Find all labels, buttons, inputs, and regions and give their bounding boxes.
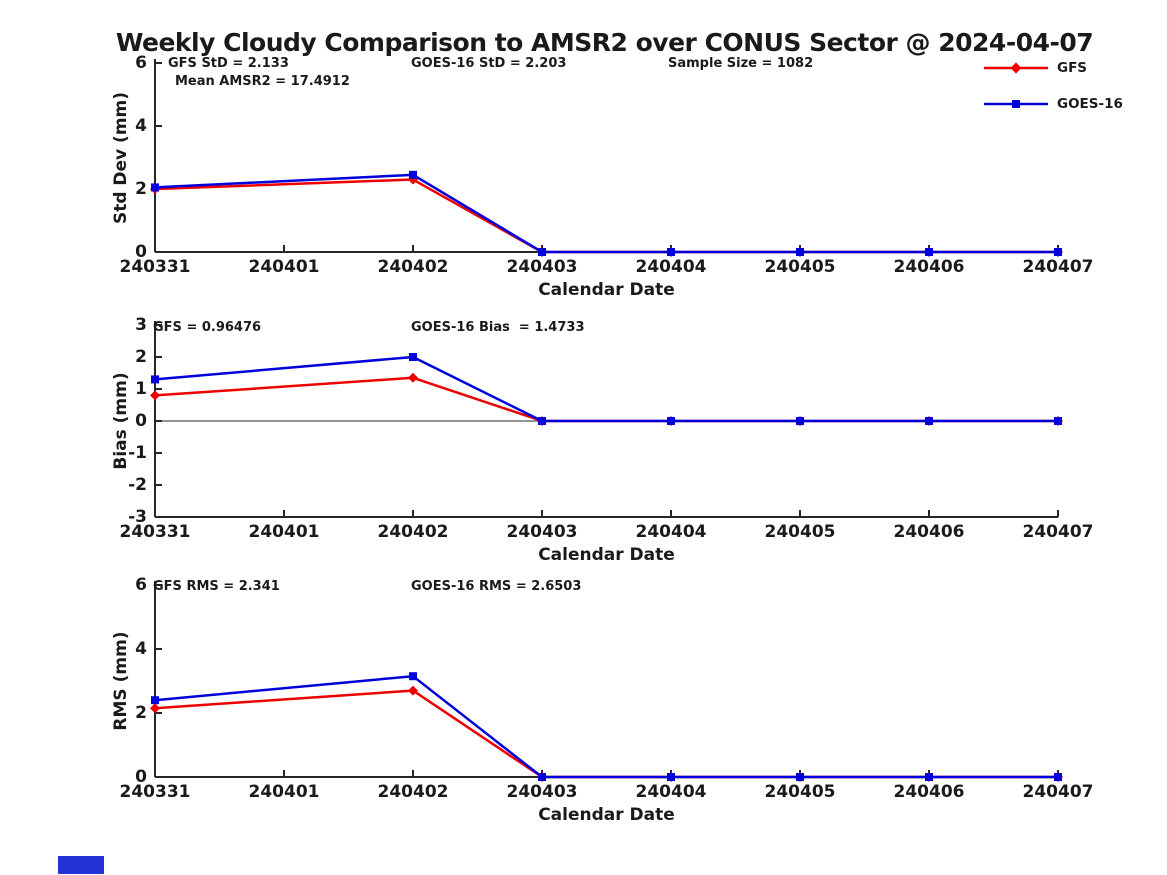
rms-x-tick-label: 240405 [764,782,836,802]
bias-goes-16-marker [151,375,159,384]
bias-y-tick-label: -1 [128,443,147,463]
rms-gfs-marker [150,703,160,714]
std-dev-annotation: Mean AMSR2 = 17.4912 [175,74,350,89]
rms-annotation: GOES-16 RMS = 2.6503 [411,579,582,594]
std-dev-y-tick-label: 0 [135,242,147,262]
std-dev-goes-16-line [154,173,1058,254]
bias-goes-16-marker [667,417,675,425]
legend-item-gfs: GFS [983,60,1087,76]
std-dev-chart [150,59,1063,257]
rms-goes-16-marker [925,773,933,781]
bias-y-tick-label: 2 [135,347,147,367]
std-dev-x-tick-label: 240401 [248,257,320,277]
std-dev-x-tick-label: 240404 [635,257,707,277]
std-dev-goes-16-marker [925,248,933,256]
rms-x-tick-label: 240331 [119,782,191,802]
std-dev-annotation: GOES-16 StD = 2.203 [411,56,567,71]
bias-y-tick-label: 3 [135,315,147,335]
bias-y-axis-title: Bias (mm) [111,372,131,470]
bias-chart [150,321,1063,518]
rms-y-tick-label: 2 [135,703,147,723]
legend-label-goes16: GOES-16 [1057,96,1123,112]
std-dev-x-axis-title: Calendar Date [538,280,675,300]
std-dev-goes-16-marker [1054,248,1062,256]
std-dev-y-tick-label: 4 [135,116,147,136]
bias-x-tick-label: 240402 [377,522,449,542]
bias-goes-16-marker [538,417,546,425]
bias-goes-16-line [154,355,1058,423]
std-dev-y-tick-label: 2 [135,179,147,199]
rms-goes-16-marker [1054,773,1062,781]
std-dev-goes-16-marker [409,170,417,179]
rms-goes-16-marker [409,672,417,681]
bias-y-tick-label: 0 [135,411,147,431]
bias-x-tick-label: 240403 [506,522,578,542]
bias-x-tick-label: 240405 [764,522,836,542]
gfs-line-marker-icon [984,62,1048,74]
std-dev-goes-16-marker [151,183,159,192]
bias-gfs-line [154,376,1058,423]
std-dev-x-tick-label: 240403 [506,257,578,277]
bias-x-tick-label: 240401 [248,522,320,542]
bias-goes-16-marker [1054,417,1062,425]
rms-x-axis-title: Calendar Date [538,805,675,825]
std-dev-gfs-line [154,178,1058,254]
rms-x-tick-label: 240406 [893,782,965,802]
std-dev-annotation: GFS StD = 2.133 [168,56,289,71]
blue-rectangle-artifact [58,856,104,874]
rms-goes-16-marker [667,773,675,781]
rms-y-tick-label: 0 [135,767,147,787]
bias-y-tick-label: 1 [135,379,147,399]
bias-goes-16-marker [925,417,933,425]
bias-annotation: GOES-16 Bias = 1.4733 [411,320,585,335]
page-title: Weekly Cloudy Comparison to AMSR2 over C… [115,28,1094,57]
bias-x-tick-label: 240331 [119,522,191,542]
bias-annotation: GFS = 0.96476 [153,320,262,335]
rms-gfs-line [154,689,1058,779]
std-dev-x-tick-label: 240407 [1022,257,1094,277]
bias-goes-16-marker [796,417,804,425]
bias-gfs-marker [150,390,160,401]
std-dev-y-tick-label: 6 [135,53,147,73]
rms-gfs-marker [408,685,418,696]
std-dev-goes-16-marker [538,248,546,256]
rms-goes-16-marker [796,773,804,781]
bias-gfs-marker [408,372,418,383]
rms-goes-16-marker [151,696,159,705]
rms-y-tick-label: 4 [135,639,147,659]
rms-x-tick-label: 240404 [635,782,707,802]
rms-y-axis-title: RMS (mm) [111,631,131,731]
bias-x-tick-label: 240406 [893,522,965,542]
bias-y-tick-label: -2 [128,475,147,495]
std-dev-x-tick-label: 240405 [764,257,836,277]
rms-goes-16-marker [538,773,546,781]
rms-chart [150,581,1063,782]
bias-y-tick-label: -3 [128,507,147,527]
rms-goes-16-line [154,674,1058,779]
rms-x-tick-label: 240407 [1022,782,1094,802]
bias-x-tick-label: 240407 [1022,522,1094,542]
rms-y-tick-label: 6 [135,575,147,595]
legend-label-gfs: GFS [1057,60,1088,76]
std-dev-goes-16-marker [667,248,675,256]
rms-x-tick-label: 240402 [377,782,449,802]
bias-goes-16-marker [409,353,417,361]
bias-x-tick-label: 240404 [635,522,707,542]
bias-x-axis-title: Calendar Date [538,545,675,565]
std-dev-x-tick-label: 240402 [377,257,449,277]
std-dev-goes-16-marker [796,248,804,256]
goes16-line-marker-icon [984,100,1048,108]
rms-x-tick-label: 240403 [506,782,578,802]
rms-x-tick-label: 240401 [248,782,320,802]
rms-annotation: GFS RMS = 2.341 [153,579,280,594]
std-dev-annotation: Sample Size = 1082 [668,56,814,71]
std-dev-y-axis-title: Std Dev (mm) [111,91,131,224]
legend-item-goes16: GOES-16 [983,96,1123,112]
std-dev-x-tick-label: 240406 [893,257,965,277]
std-dev-x-tick-label: 240331 [119,257,191,277]
